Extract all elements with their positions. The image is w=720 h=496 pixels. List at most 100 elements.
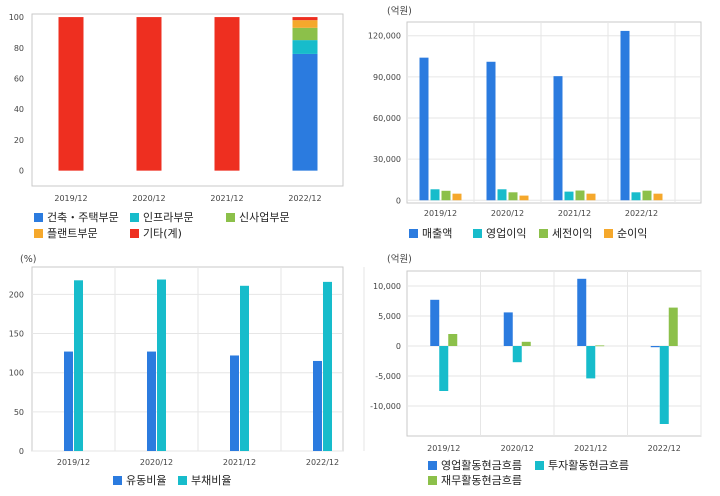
- x-tick-label: 2020/12: [132, 194, 165, 203]
- bar-segment-share-s4-c3: [292, 17, 318, 21]
- ratios-legend: 유동비율 부채비율: [113, 474, 231, 487]
- legend-swatch: [535, 461, 544, 470]
- legend-label: 매출액: [422, 227, 452, 240]
- legend-item-income-0[interactable]: 매출액: [409, 227, 452, 240]
- bar-ratios-s0-c1: [147, 351, 156, 451]
- legend-item-segment-share-1[interactable]: 인프라부문: [130, 211, 194, 224]
- x-tick-label: 2019/12: [54, 194, 87, 203]
- legend-label: 순이익: [617, 227, 647, 240]
- x-tick-label: 2021/12: [210, 194, 243, 203]
- cashflow-unit: (억원): [387, 253, 412, 265]
- bar-income-s2-c0: [441, 190, 451, 201]
- legend-swatch: [34, 213, 43, 222]
- x-tick-label: 2021/12: [574, 444, 607, 453]
- bar-ratios-s0-c0: [64, 351, 73, 451]
- legend-swatch: [409, 229, 418, 238]
- ratios-bars: [64, 279, 332, 451]
- bar-income-s3-c0: [452, 193, 462, 201]
- x-tick-label: 2020/12: [491, 209, 524, 218]
- bar-segment-share-s4-c0: [58, 17, 84, 171]
- legend-swatch: [473, 229, 482, 238]
- legend-label: 세전이익: [552, 227, 592, 240]
- income-y-axis: 0 30,000 60,000 90,000 120,000: [368, 32, 401, 206]
- bar-income-s0-c1: [486, 61, 496, 201]
- bar-segment-share-s2-c3: [292, 27, 318, 41]
- bar-cashflow-s1-c3: [659, 346, 669, 424]
- legend-item-segment-share-2[interactable]: 신사업부문: [226, 211, 290, 224]
- legend-item-income-1[interactable]: 영업이익: [473, 227, 526, 240]
- bar-income-s1-c3: [631, 192, 641, 201]
- legend-item-segment-share-4[interactable]: 기타(계): [130, 227, 182, 240]
- legend-label: 유동비율: [126, 474, 166, 487]
- bar-income-s0-c3: [620, 30, 630, 201]
- x-tick-label: 2022/12: [288, 194, 321, 203]
- legend-item-income-2[interactable]: 세전이익: [539, 227, 592, 240]
- bar-cashflow-s0-c3: [650, 346, 660, 348]
- bar-ratios-s0-c3: [313, 360, 322, 451]
- x-tick-label: 2019/12: [427, 444, 460, 453]
- legend-swatch: [178, 476, 187, 485]
- legend-label: 인프라부문: [143, 211, 194, 224]
- legend-item-ratios-0[interactable]: 유동비율: [113, 474, 166, 487]
- bar-cashflow-s2-c0: [448, 334, 458, 346]
- cashflow-bars: [430, 278, 678, 424]
- legend-item-ratios-1[interactable]: 부채비율: [178, 474, 231, 487]
- bar-ratios-s1-c0: [74, 280, 83, 451]
- y-tick-label: 120,000: [368, 32, 401, 41]
- bar-income-s0-c2: [553, 76, 563, 201]
- ratios-grid: [32, 267, 365, 452]
- legend-item-cashflow-1[interactable]: 투자활동현금흐름: [535, 458, 629, 472]
- y-tick-label: 30,000: [373, 155, 401, 164]
- y-tick-label: 20: [14, 136, 24, 145]
- x-tick-label: 2021/12: [558, 209, 591, 218]
- bar-segment-share-s1-c3: [292, 40, 318, 54]
- y-tick-label: 150: [9, 330, 24, 339]
- income-x-axis: 2019/12 2020/12 2021/12 2022/12: [424, 209, 658, 218]
- bar-cashflow-s2-c1: [521, 341, 531, 346]
- y-tick-label: 100: [9, 369, 24, 378]
- y-tick-label: 10,000: [373, 282, 401, 291]
- legend-swatch: [34, 229, 43, 238]
- bar-income-s1-c0: [430, 189, 440, 201]
- bar-ratios-s1-c2: [240, 285, 249, 451]
- legend-item-segment-share-0[interactable]: 건축・주택부문: [34, 211, 119, 224]
- legend-swatch: [539, 229, 548, 238]
- y-tick-label: 200: [9, 290, 24, 299]
- legend-item-cashflow-0[interactable]: 영업활동현금흐름: [428, 458, 522, 472]
- y-tick-label: 0: [396, 196, 401, 205]
- legend-label: 건축・주택부문: [47, 211, 119, 224]
- bar-segment-share-s3-c3: [292, 20, 318, 28]
- legend-label: 영업이익: [486, 227, 526, 240]
- bar-income-s1-c1: [497, 189, 507, 201]
- legend-item-income-3[interactable]: 순이익: [604, 227, 647, 240]
- cashflow-grid: [407, 271, 702, 436]
- legend-swatch: [113, 476, 122, 485]
- bar-cashflow-s2-c2: [595, 345, 605, 347]
- bar-income-s3-c1: [519, 195, 529, 201]
- y-tick-label: 60: [14, 75, 24, 84]
- x-tick-label: 2022/12: [306, 458, 339, 467]
- y-tick-label: -5,000: [375, 372, 401, 381]
- y-tick-label: 0: [19, 167, 24, 176]
- x-tick-label: 2022/12: [625, 209, 658, 218]
- y-tick-label: 5,000: [378, 312, 401, 321]
- legend-swatch: [130, 213, 139, 222]
- bar-cashflow-s2-c3: [668, 307, 678, 346]
- legend-label: 재무활동현금흐름: [441, 473, 522, 487]
- segment-share-y-axis: 0 20 40 60 80 100: [9, 13, 24, 176]
- legend-item-segment-share-3[interactable]: 플랜트부문: [34, 227, 98, 240]
- legend-label: 투자활동현금흐름: [548, 458, 629, 472]
- y-tick-label: 80: [14, 44, 24, 53]
- x-tick-label: 2021/12: [223, 458, 256, 467]
- legend-item-cashflow-2[interactable]: 재무활동현금흐름: [428, 473, 522, 487]
- bar-cashflow-s1-c1: [512, 346, 522, 363]
- segment-share-x-axis: 2019/12 2020/12 2021/12 2022/12: [54, 194, 321, 203]
- legend-label: 영업활동현금흐름: [441, 458, 522, 472]
- x-tick-label: 2020/12: [140, 458, 173, 467]
- bar-income-s2-c3: [642, 190, 652, 201]
- bar-segment-share-s0-c3: [292, 53, 318, 171]
- bar-cashflow-s1-c0: [439, 346, 449, 391]
- bar-cashflow-s0-c2: [577, 278, 587, 346]
